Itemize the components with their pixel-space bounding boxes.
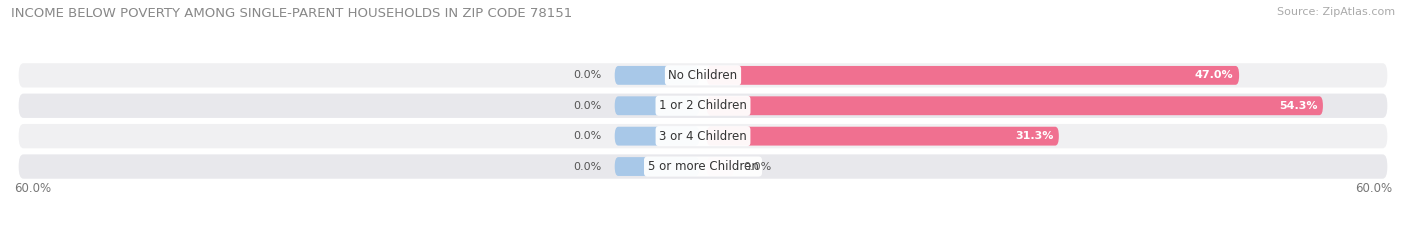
Text: 60.0%: 60.0% — [1355, 182, 1392, 195]
FancyBboxPatch shape — [707, 127, 1059, 146]
Text: 47.0%: 47.0% — [1195, 70, 1233, 80]
Text: 0.0%: 0.0% — [574, 131, 602, 141]
Text: 60.0%: 60.0% — [14, 182, 51, 195]
Text: 31.3%: 31.3% — [1015, 131, 1053, 141]
Text: 0.0%: 0.0% — [574, 161, 602, 171]
FancyBboxPatch shape — [614, 157, 699, 176]
Text: INCOME BELOW POVERTY AMONG SINGLE-PARENT HOUSEHOLDS IN ZIP CODE 78151: INCOME BELOW POVERTY AMONG SINGLE-PARENT… — [11, 7, 572, 20]
Text: 5 or more Children: 5 or more Children — [648, 160, 758, 173]
FancyBboxPatch shape — [707, 66, 1239, 85]
FancyBboxPatch shape — [614, 127, 699, 146]
FancyBboxPatch shape — [614, 96, 699, 115]
Text: Source: ZipAtlas.com: Source: ZipAtlas.com — [1277, 7, 1395, 17]
Text: 0.0%: 0.0% — [744, 161, 772, 171]
FancyBboxPatch shape — [18, 124, 1388, 148]
Text: 0.0%: 0.0% — [574, 70, 602, 80]
FancyBboxPatch shape — [707, 157, 734, 176]
Text: 3 or 4 Children: 3 or 4 Children — [659, 130, 747, 143]
Text: 54.3%: 54.3% — [1279, 101, 1317, 111]
FancyBboxPatch shape — [614, 66, 699, 85]
FancyBboxPatch shape — [18, 94, 1388, 118]
Text: No Children: No Children — [668, 69, 738, 82]
FancyBboxPatch shape — [18, 63, 1388, 88]
FancyBboxPatch shape — [707, 96, 1323, 115]
Text: 0.0%: 0.0% — [574, 101, 602, 111]
FancyBboxPatch shape — [18, 154, 1388, 179]
Text: 1 or 2 Children: 1 or 2 Children — [659, 99, 747, 112]
